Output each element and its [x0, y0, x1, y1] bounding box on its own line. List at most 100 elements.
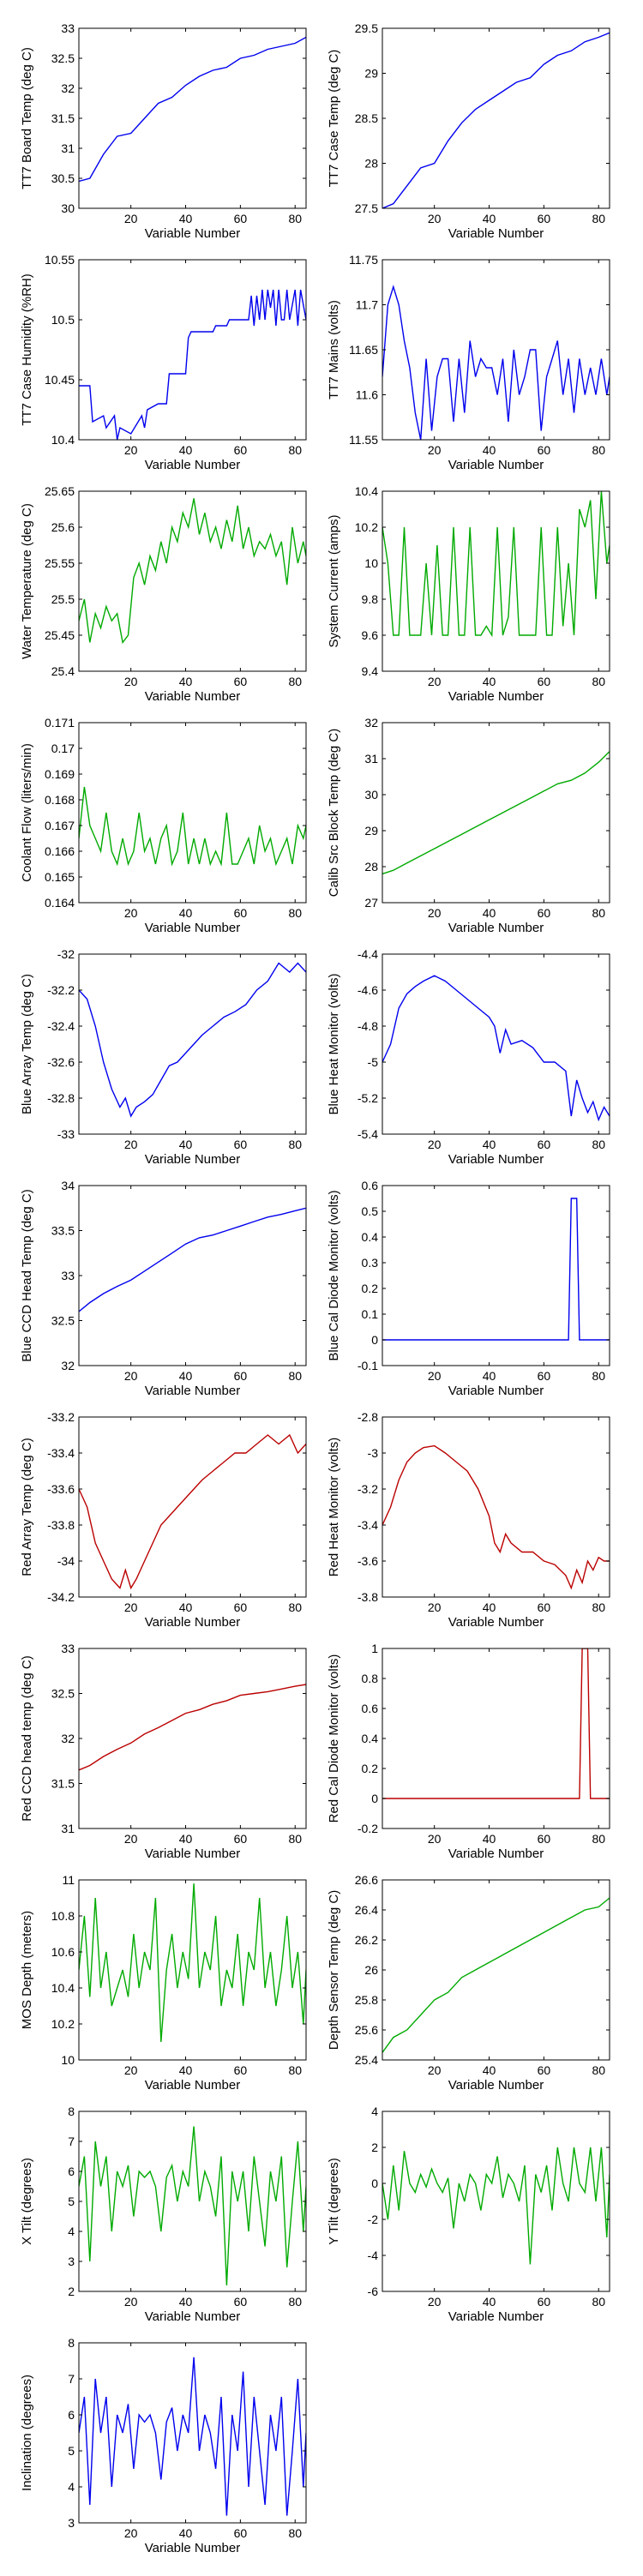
y-tick-label: -0.1 — [358, 1359, 378, 1372]
y-tick-label: 32 — [61, 1732, 75, 1745]
x-tick-label: 40 — [483, 2295, 496, 2309]
y-tick-label: -2.8 — [358, 1410, 378, 1424]
axes-frame — [382, 1879, 610, 2061]
y-tick-label: 29.5 — [355, 21, 378, 35]
y-tick-label: 0.3 — [362, 1256, 379, 1270]
y-tick-label: 28 — [364, 157, 378, 171]
x-tick-label: 80 — [288, 2526, 302, 2540]
x-tick-label: 40 — [483, 906, 496, 920]
y-tick-label: -3.6 — [358, 1554, 378, 1568]
x-tick-label: 40 — [179, 1600, 193, 1614]
y-tick-label: -32.8 — [47, 1091, 75, 1105]
axes-frame — [78, 490, 307, 672]
y-tick-label: 10.2 — [355, 520, 378, 534]
y-tick-label: 25.6 — [355, 2023, 378, 2037]
series-line — [79, 2357, 306, 2516]
chart-panel-19: 20 40 60 80 2 3 4 5 6 7 8 Variable Number X Tilt (de… — [20, 2105, 307, 2324]
y-tick-label: 0 — [371, 1333, 378, 1347]
y-tick-label: 9.4 — [362, 664, 379, 678]
axes-frame — [78, 953, 307, 1135]
axes-frame — [382, 953, 610, 1135]
x-tick-label: 40 — [483, 2063, 496, 2077]
x-axis-label: Variable Number — [448, 1615, 544, 1630]
y-tick-label: 0.4 — [362, 1732, 379, 1745]
x-tick-label: 80 — [592, 1369, 605, 1383]
axes-frame — [78, 1416, 307, 1598]
y-tick-label: 8 — [68, 2336, 75, 2350]
x-axis-label: Variable Number — [145, 2078, 240, 2093]
y-axis-label: Coolant Flow (liters/min) — [20, 743, 34, 882]
x-tick-label: 80 — [288, 2295, 302, 2309]
x-tick-label: 80 — [288, 443, 302, 457]
y-tick-label: 31.5 — [51, 111, 75, 125]
y-tick-label: 32 — [364, 716, 378, 730]
chart-panel-5: 20 40 60 80 25.4 25.45 25.5 25.55 25.6 25.65 Varia… — [20, 484, 307, 704]
y-tick-label: -32.4 — [47, 1019, 75, 1033]
x-tick-label: 80 — [288, 1138, 302, 1151]
y-tick-label: 11.7 — [356, 298, 378, 312]
y-tick-label: 0 — [371, 1792, 378, 1805]
axes-frame — [78, 27, 307, 209]
y-tick-label: 25.45 — [45, 628, 75, 642]
y-axis-label: Red CCD head temp (deg C) — [20, 1655, 34, 1821]
y-tick-label: 33 — [61, 1269, 75, 1282]
y-tick-label: 4 — [68, 2225, 75, 2238]
x-tick-label: 60 — [538, 1369, 551, 1383]
x-tick-label: 20 — [124, 675, 138, 688]
axes-frame — [78, 2342, 307, 2524]
y-tick-label: -32.2 — [47, 983, 75, 997]
x-axis-label: Variable Number — [448, 1384, 544, 1398]
axes-frame — [382, 722, 610, 904]
x-tick-label: 80 — [592, 2295, 605, 2309]
x-tick-label: 40 — [483, 443, 496, 457]
y-tick-label: 0.166 — [45, 844, 75, 858]
x-tick-label: 60 — [538, 212, 551, 225]
y-tick-label: -3.2 — [358, 1482, 378, 1496]
y-tick-label: 34 — [61, 1179, 75, 1192]
x-tick-label: 20 — [124, 2063, 138, 2077]
y-tick-label: 30 — [61, 201, 75, 215]
y-tick-label: 0.167 — [45, 819, 75, 832]
axes-frame — [78, 722, 307, 904]
x-tick-label: 20 — [428, 675, 442, 688]
y-tick-label: 0.2 — [362, 1762, 379, 1775]
y-tick-label: -3.8 — [358, 1590, 378, 1604]
y-tick-label: 0.168 — [45, 793, 75, 807]
axes-frame — [382, 27, 610, 209]
x-tick-label: 40 — [483, 675, 496, 688]
y-tick-label: 11.6 — [356, 388, 378, 402]
y-tick-label: 0.171 — [45, 716, 75, 730]
y-tick-label: -32 — [57, 947, 75, 961]
y-tick-label: -4.8 — [358, 1019, 378, 1033]
y-tick-label: 11.55 — [349, 433, 378, 447]
y-tick-label: 10.2 — [51, 2017, 75, 2031]
x-axis-label: Variable Number — [145, 1384, 240, 1398]
axes-frame — [78, 1185, 307, 1366]
series-line — [79, 1883, 306, 2043]
y-tick-label: 25.6 — [51, 520, 75, 534]
x-tick-label: 80 — [592, 212, 605, 225]
x-tick-label: 60 — [234, 1138, 248, 1151]
x-tick-label: 40 — [483, 1138, 496, 1151]
y-axis-label: Water Temperature (deg C) — [20, 503, 34, 659]
x-tick-label: 60 — [538, 2063, 551, 2077]
chart-panel-21: 20 40 60 80 3 4 5 6 7 8 Variable Number Inclination… — [20, 2336, 307, 2555]
x-axis-label: Variable Number — [145, 1152, 240, 1167]
series-line — [382, 1648, 610, 1799]
y-tick-label: -2 — [368, 2213, 379, 2226]
y-tick-label: -33.6 — [47, 1482, 75, 1496]
y-tick-label: 0.4 — [362, 1230, 379, 1244]
y-tick-label: 0.8 — [362, 1672, 379, 1685]
series-line — [382, 1444, 610, 1590]
y-tick-label: 27.5 — [355, 201, 378, 215]
x-tick-label: 20 — [124, 1369, 138, 1383]
x-tick-label: 40 — [179, 443, 193, 457]
x-tick-label: 60 — [234, 906, 248, 920]
y-tick-label: 0.165 — [45, 870, 75, 884]
x-tick-label: 60 — [538, 443, 551, 457]
y-tick-label: 28 — [364, 860, 378, 874]
x-tick-label: 40 — [483, 1369, 496, 1383]
x-axis-label: Variable Number — [145, 226, 240, 241]
x-tick-label: 40 — [179, 2526, 193, 2540]
chart-panel-2: 20 40 60 80 27.5 28 28.5 29 29.5 Variable Number T… — [327, 21, 610, 241]
